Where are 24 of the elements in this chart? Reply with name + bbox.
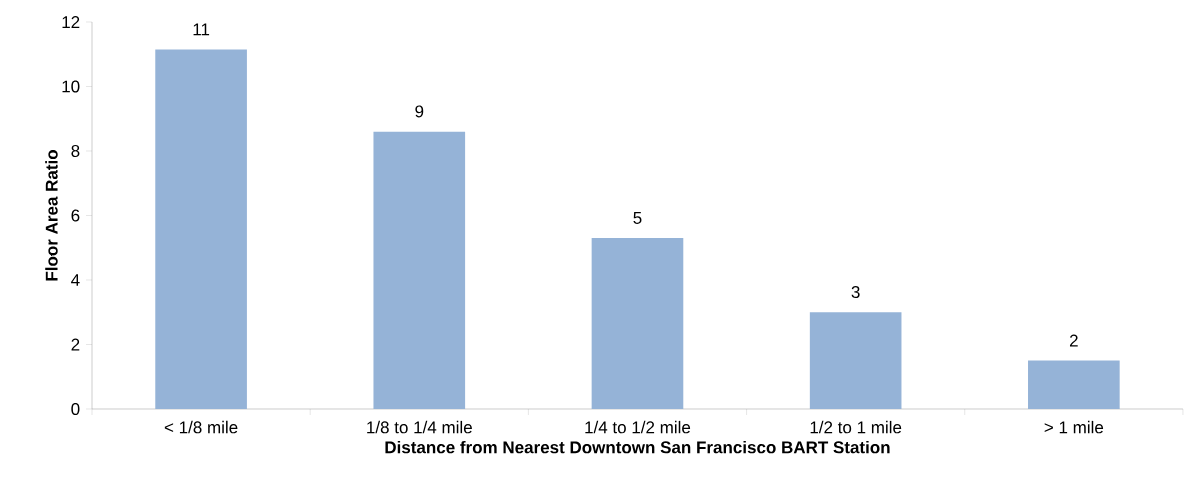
bar (155, 49, 247, 409)
y-tick-label: 10 (62, 80, 80, 93)
data-label: 9 (415, 105, 424, 118)
data-label: 11 (193, 23, 210, 36)
bar (1028, 360, 1120, 409)
x-tick-label: 1/4 to 1/2 mile (585, 420, 691, 434)
x-tick-label: 1/8 to 1/4 mile (367, 420, 472, 434)
bar (591, 238, 684, 409)
x-tick-label: 1/2 to 1 mile (810, 420, 902, 434)
y-tick-label: 12 (62, 16, 80, 28)
data-label: 3 (851, 286, 860, 299)
x-tick-label: > 1 mile (1044, 420, 1104, 434)
bar (373, 131, 466, 409)
x-axis-title: Distance from Nearest Downtown San Francisco BART Station (385, 440, 890, 454)
y-tick-label: 0 (71, 402, 80, 416)
x-tick-label: < 1/8 mile (164, 420, 238, 434)
data-label: 5 (633, 212, 642, 224)
y-tick-label: 6 (71, 209, 80, 222)
y-tick-label: 8 (71, 144, 80, 158)
data-label: 2 (1069, 334, 1078, 347)
y-axis-title: Floor Area Ratio (45, 150, 58, 281)
y-tick-label: 2 (71, 338, 80, 351)
y-tick-label: 4 (71, 274, 80, 286)
bar (809, 312, 902, 409)
